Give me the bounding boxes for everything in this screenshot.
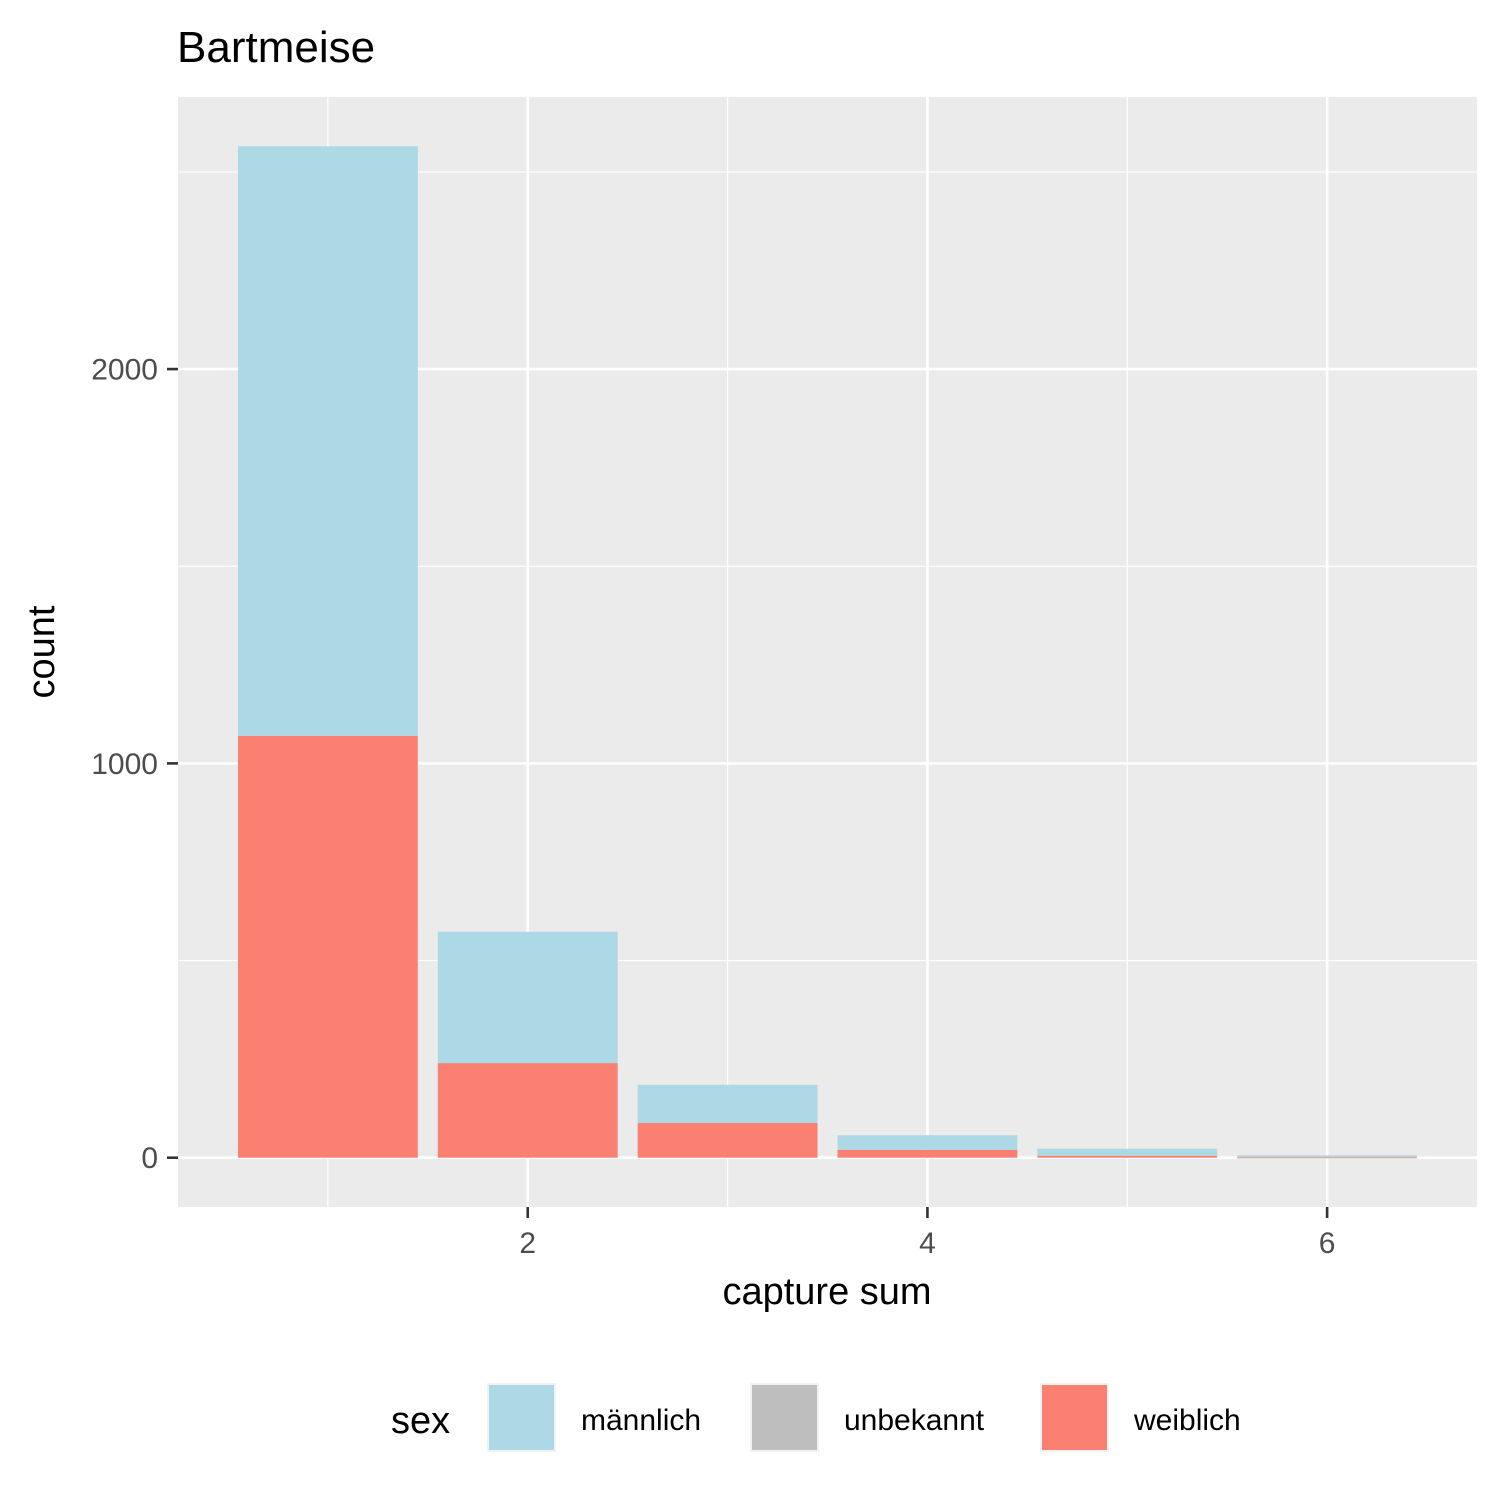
x-tick-label: 2	[519, 1227, 536, 1260]
bar-m-nnlich	[637, 1084, 818, 1124]
y-tick-label: 1000	[91, 748, 158, 781]
bar-m-nnlich	[837, 1135, 1018, 1150]
x-tick-label: 4	[919, 1227, 936, 1260]
legend-swatch	[1042, 1385, 1107, 1450]
y-tick-label: 2000	[91, 354, 158, 387]
bar-m-nnlich	[1037, 1148, 1218, 1156]
x-axis: 2 4 6	[519, 1207, 1335, 1260]
legend-label: weiblich	[1133, 1404, 1241, 1437]
x-axis-title: capture sum	[722, 1271, 931, 1313]
bar-weiblich	[1037, 1155, 1218, 1158]
bar-m-nnlich	[237, 146, 418, 736]
bar-weiblich	[837, 1149, 1018, 1158]
bar-weiblich	[1237, 1157, 1418, 1159]
y-axis-title: count	[21, 605, 63, 698]
y-axis: 0 1000 2000	[91, 354, 178, 1175]
legend-swatch	[489, 1385, 554, 1450]
legend-swatch	[752, 1385, 817, 1450]
legend: sex männlich unbekannt weiblich	[391, 1383, 1241, 1452]
x-tick-label: 6	[1319, 1227, 1336, 1260]
legend-label: unbekannt	[844, 1404, 985, 1437]
y-tick-label: 0	[141, 1142, 158, 1175]
bars	[237, 146, 1418, 1159]
bar-weiblich	[437, 1063, 618, 1158]
legend-items: männlich unbekannt weiblich	[487, 1383, 1241, 1452]
bar-weiblich	[237, 735, 418, 1158]
bar-m-nnlich	[437, 931, 618, 1064]
bar-m-nnlich	[1237, 1155, 1418, 1158]
bar-weiblich	[637, 1123, 818, 1158]
legend-label: männlich	[581, 1404, 701, 1437]
chart-title: Bartmeise	[177, 23, 375, 72]
legend-title: sex	[391, 1400, 450, 1442]
